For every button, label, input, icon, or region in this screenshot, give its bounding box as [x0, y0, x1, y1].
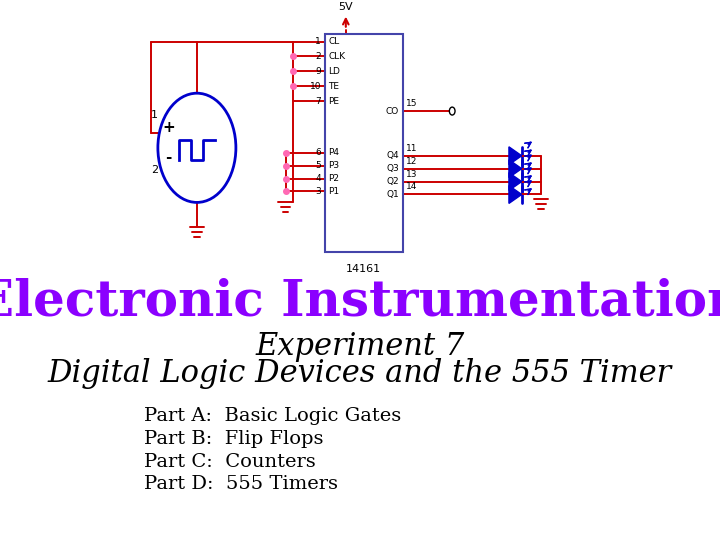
Text: 1: 1	[315, 37, 321, 46]
Text: Q4: Q4	[387, 151, 399, 160]
Text: CL: CL	[328, 37, 339, 46]
Text: 4: 4	[315, 174, 321, 183]
Text: 3: 3	[315, 187, 321, 196]
Text: 5: 5	[315, 161, 321, 170]
Text: Q1: Q1	[386, 190, 399, 199]
Text: Q3: Q3	[386, 164, 399, 173]
Text: PE: PE	[328, 97, 339, 106]
Text: Part A:  Basic Logic Gates: Part A: Basic Logic Gates	[144, 407, 401, 425]
Text: Part B:  Flip Flops: Part B: Flip Flops	[144, 430, 323, 448]
Text: 12: 12	[406, 157, 418, 166]
Text: 14161: 14161	[346, 264, 381, 274]
Text: 2: 2	[150, 165, 158, 174]
Text: 11: 11	[406, 144, 418, 153]
Text: CO: CO	[386, 106, 399, 116]
Text: 15: 15	[406, 99, 418, 108]
Text: P3: P3	[328, 161, 339, 170]
Text: 10: 10	[310, 82, 321, 91]
Polygon shape	[509, 173, 522, 191]
Text: Q2: Q2	[387, 177, 399, 186]
Text: Part D:  555 Timers: Part D: 555 Timers	[144, 475, 338, 494]
Text: CLK: CLK	[328, 52, 345, 61]
Text: 7: 7	[315, 97, 321, 106]
Text: 9: 9	[315, 67, 321, 76]
Polygon shape	[509, 186, 522, 204]
Polygon shape	[509, 160, 522, 178]
Text: P2: P2	[328, 174, 339, 183]
Text: LD: LD	[328, 67, 340, 76]
Text: Part C:  Counters: Part C: Counters	[144, 453, 315, 470]
Text: P4: P4	[328, 148, 339, 157]
Circle shape	[158, 93, 236, 202]
Text: Electronic Instrumentation: Electronic Instrumentation	[0, 277, 720, 326]
Polygon shape	[509, 147, 522, 165]
Text: 1: 1	[150, 110, 158, 120]
Text: Experiment 7: Experiment 7	[256, 331, 464, 362]
Text: Digital Logic Devices and the 555 Timer: Digital Logic Devices and the 555 Timer	[48, 357, 672, 389]
Text: 14: 14	[406, 183, 418, 192]
Text: 13: 13	[406, 170, 418, 179]
Circle shape	[449, 107, 455, 115]
Text: -: -	[166, 150, 171, 165]
Text: 5V: 5V	[338, 2, 353, 12]
Bar	[325, 33, 402, 252]
Text: 2: 2	[315, 52, 321, 61]
Text: 6: 6	[315, 148, 321, 157]
Text: +: +	[162, 120, 175, 136]
Text: TE: TE	[328, 82, 339, 91]
Text: P1: P1	[328, 187, 339, 196]
